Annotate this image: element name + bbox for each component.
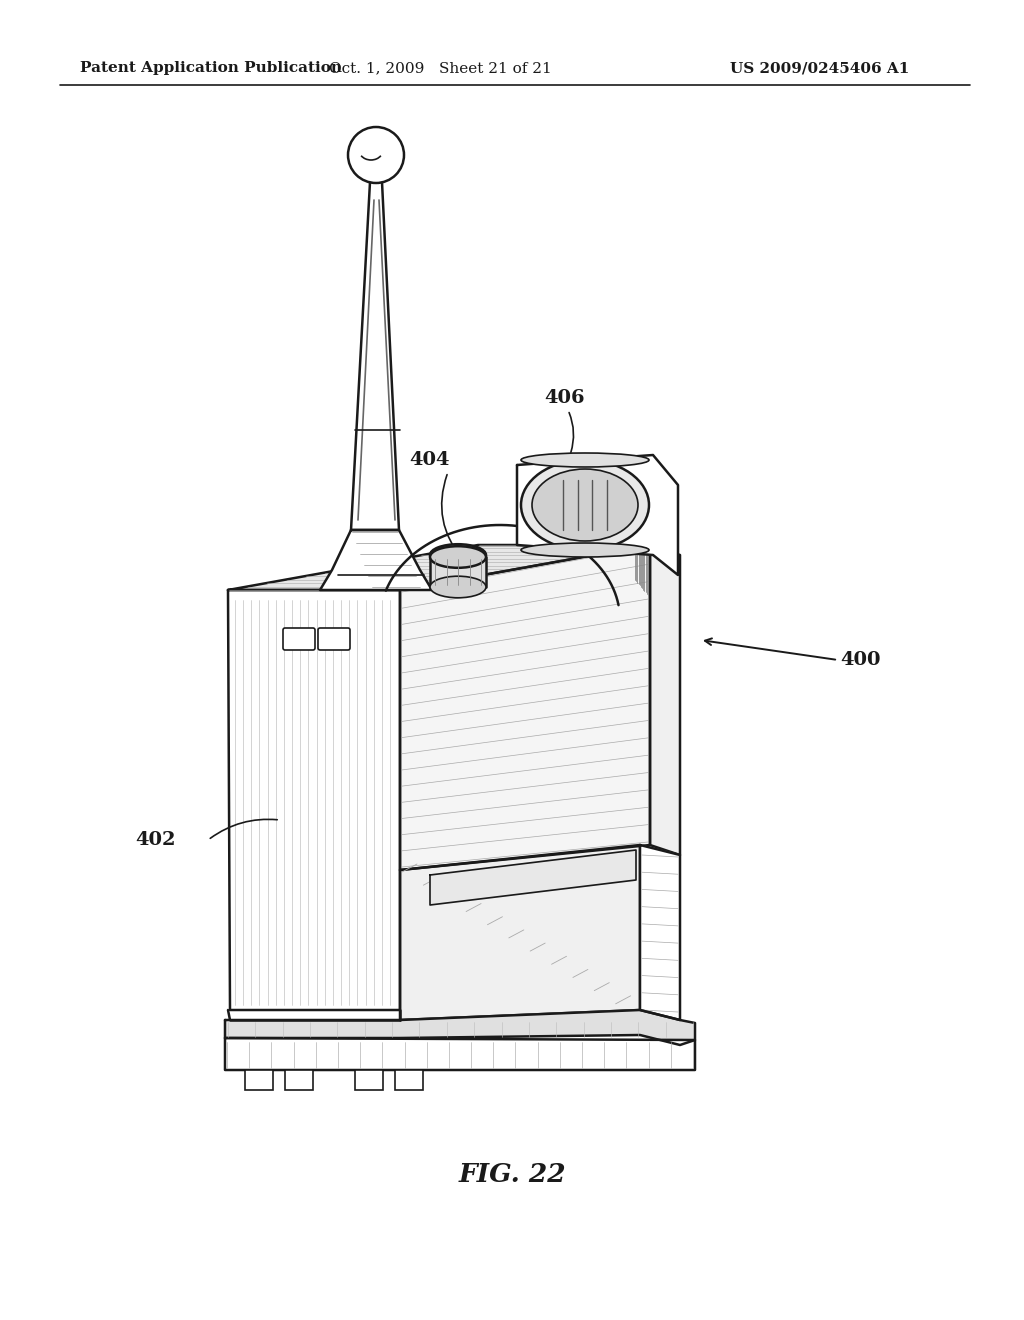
Text: 402: 402 <box>135 832 175 849</box>
Ellipse shape <box>430 544 486 566</box>
Bar <box>355 1071 383 1090</box>
Ellipse shape <box>532 469 638 541</box>
Text: 404: 404 <box>410 451 451 469</box>
Bar <box>395 1071 423 1090</box>
Ellipse shape <box>430 577 486 598</box>
Text: Patent Application Publication: Patent Application Publication <box>80 61 342 75</box>
Polygon shape <box>225 1010 695 1045</box>
Bar <box>285 1071 313 1090</box>
FancyBboxPatch shape <box>283 628 315 649</box>
Ellipse shape <box>521 453 649 467</box>
Polygon shape <box>430 850 636 906</box>
Polygon shape <box>225 1038 695 1071</box>
Text: 400: 400 <box>840 651 881 669</box>
Circle shape <box>348 127 404 183</box>
Text: 406: 406 <box>545 389 586 407</box>
Ellipse shape <box>521 459 649 550</box>
Polygon shape <box>351 182 399 531</box>
FancyBboxPatch shape <box>318 628 350 649</box>
Bar <box>245 1071 273 1090</box>
Polygon shape <box>319 531 432 590</box>
Polygon shape <box>228 590 400 1010</box>
Polygon shape <box>430 557 486 587</box>
Polygon shape <box>228 545 650 590</box>
Text: FIG. 22: FIG. 22 <box>458 1163 566 1188</box>
Ellipse shape <box>430 546 486 568</box>
Polygon shape <box>517 455 678 576</box>
Polygon shape <box>400 845 640 1020</box>
Polygon shape <box>650 545 680 855</box>
Polygon shape <box>640 845 680 1020</box>
Text: US 2009/0245406 A1: US 2009/0245406 A1 <box>730 61 909 75</box>
Text: Oct. 1, 2009   Sheet 21 of 21: Oct. 1, 2009 Sheet 21 of 21 <box>329 61 551 75</box>
Ellipse shape <box>521 543 649 557</box>
Polygon shape <box>400 545 650 870</box>
